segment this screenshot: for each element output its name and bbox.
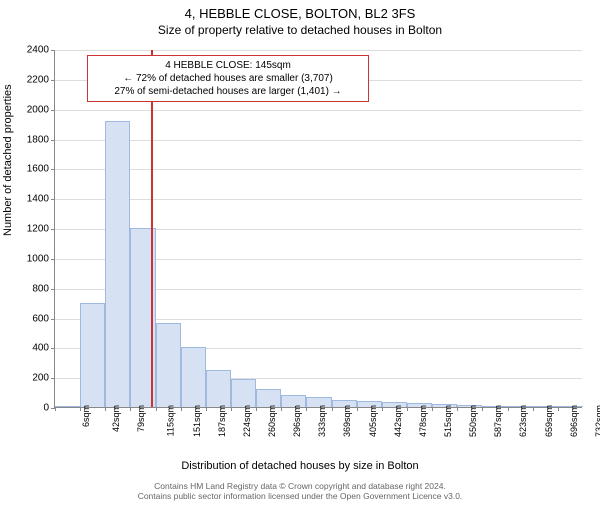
xtick-label: 151sqm (192, 405, 202, 437)
xtick-label: 260sqm (267, 405, 277, 437)
ytick-label: 1200 (15, 224, 49, 235)
gridline (55, 110, 582, 111)
gridline (55, 50, 582, 51)
ytick-mark (51, 80, 55, 81)
xtick-mark (332, 407, 333, 411)
histogram-bar (55, 406, 80, 407)
ytick-mark (51, 229, 55, 230)
footer-line-2: Contains public sector information licen… (0, 491, 600, 502)
ytick-label: 1800 (15, 134, 49, 145)
info-box-line: ← 72% of detached houses are smaller (3,… (94, 72, 362, 85)
xtick-label: 659sqm (544, 405, 554, 437)
ytick-mark (51, 169, 55, 170)
histogram-bar (156, 323, 181, 407)
ytick-label: 2400 (15, 45, 49, 56)
xtick-mark (508, 407, 509, 411)
ytick-label: 1600 (15, 164, 49, 175)
histogram-bar (80, 303, 105, 407)
xtick-label: 515sqm (443, 405, 453, 437)
xtick-label: 732sqm (594, 405, 600, 437)
xtick-mark (432, 407, 433, 411)
xtick-mark (231, 407, 232, 411)
xtick-label: 42sqm (111, 405, 121, 432)
ytick-label: 800 (15, 283, 49, 294)
xtick-label: 442sqm (393, 405, 403, 437)
gridline (55, 140, 582, 141)
ytick-mark (51, 289, 55, 290)
histogram-bar (181, 347, 206, 407)
xtick-mark (558, 407, 559, 411)
ytick-mark (51, 259, 55, 260)
ytick-mark (51, 378, 55, 379)
xtick-label: 550sqm (468, 405, 478, 437)
page-subtitle: Size of property relative to detached ho… (0, 23, 600, 37)
xtick-mark (306, 407, 307, 411)
xtick-mark (80, 407, 81, 411)
xtick-label: 623sqm (518, 405, 528, 437)
xtick-label: 187sqm (217, 405, 227, 437)
ytick-mark (51, 140, 55, 141)
xtick-label: 696sqm (569, 405, 579, 437)
xtick-label: 224sqm (242, 405, 252, 437)
ytick-mark (51, 319, 55, 320)
histogram-bar (231, 379, 256, 407)
xtick-mark (281, 407, 282, 411)
x-axis-label: Distribution of detached houses by size … (0, 460, 600, 472)
ytick-mark (51, 348, 55, 349)
ytick-label: 2000 (15, 104, 49, 115)
ytick-mark (51, 50, 55, 51)
info-box-line: 4 HEBBLE CLOSE: 145sqm (94, 59, 362, 72)
xtick-mark (55, 407, 56, 411)
xtick-label: 296sqm (292, 405, 302, 437)
xtick-mark (482, 407, 483, 411)
xtick-label: 79sqm (136, 405, 146, 432)
y-axis-label: Number of detached properties (2, 84, 14, 236)
xtick-mark (181, 407, 182, 411)
xtick-mark (357, 407, 358, 411)
xtick-mark (533, 407, 534, 411)
xtick-mark (206, 407, 207, 411)
xtick-label: 587sqm (493, 405, 503, 437)
ytick-label: 0 (15, 403, 49, 414)
histogram-bar (105, 121, 130, 407)
xtick-mark (130, 407, 131, 411)
xtick-mark (457, 407, 458, 411)
plot-area: 0200400600800100012001400160018002000220… (54, 50, 582, 408)
footer-attribution: Contains HM Land Registry data © Crown c… (0, 481, 600, 502)
xtick-label: 405sqm (368, 405, 378, 437)
ytick-mark (51, 199, 55, 200)
xtick-mark (156, 407, 157, 411)
page-title: 4, HEBBLE CLOSE, BOLTON, BL2 3FS (0, 6, 600, 21)
gridline (55, 169, 582, 170)
histogram-bar (206, 370, 231, 407)
xtick-mark (105, 407, 106, 411)
info-box-line: 27% of semi-detached houses are larger (… (94, 85, 362, 98)
xtick-label: 333sqm (317, 405, 327, 437)
ytick-label: 400 (15, 343, 49, 354)
gridline (55, 199, 582, 200)
ytick-label: 1000 (15, 253, 49, 264)
histogram-plot: 0200400600800100012001400160018002000220… (54, 50, 582, 408)
xtick-label: 478sqm (418, 405, 428, 437)
ytick-label: 600 (15, 313, 49, 324)
xtick-label: 6sqm (81, 405, 91, 427)
reference-line (151, 50, 153, 407)
xtick-label: 115sqm (166, 405, 176, 436)
xtick-mark (256, 407, 257, 411)
xtick-mark (382, 407, 383, 411)
ytick-label: 1400 (15, 194, 49, 205)
ytick-mark (51, 110, 55, 111)
xtick-label: 369sqm (342, 405, 352, 437)
ytick-label: 2200 (15, 74, 49, 85)
ytick-label: 200 (15, 373, 49, 384)
info-box: 4 HEBBLE CLOSE: 145sqm← 72% of detached … (87, 55, 369, 102)
footer-line-1: Contains HM Land Registry data © Crown c… (0, 481, 600, 492)
xtick-mark (407, 407, 408, 411)
